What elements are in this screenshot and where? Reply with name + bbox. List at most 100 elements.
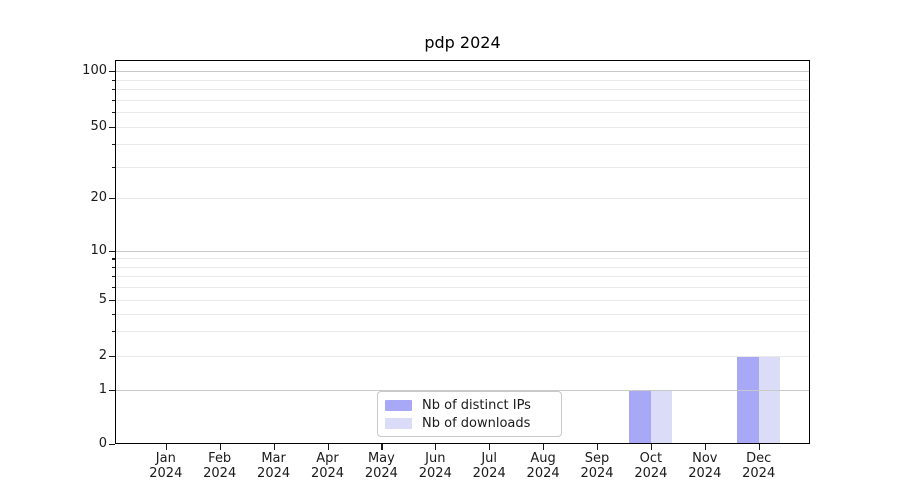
y-tick [109, 251, 115, 253]
legend-item: Nb of distinct IPs [385, 397, 553, 415]
legend: Nb of distinct IPs Nb of downloads [377, 391, 562, 437]
legend-label: Nb of distinct IPs [422, 398, 531, 414]
y-tick-label: 0 [98, 436, 107, 451]
y-tick-label: 100 [82, 63, 107, 78]
x-tick-label-month: Oct [639, 451, 663, 466]
y-tick-minor [111, 276, 115, 278]
y-tick-minor [111, 258, 115, 260]
legend-label: Nb of downloads [422, 415, 531, 431]
x-tick [381, 444, 383, 450]
x-tick-label-month: Nov [692, 451, 718, 466]
y-tick-label: 5 [98, 292, 107, 307]
y-gridline [115, 127, 810, 128]
x-tick-label-month: Apr [316, 451, 339, 466]
x-tick [165, 444, 167, 450]
x-tick-label-month: Aug [530, 451, 556, 466]
x-tick-label-year: 2024 [580, 465, 614, 481]
x-tick-label: Oct 2024 [619, 451, 683, 481]
bar-downloads [758, 355, 781, 444]
y-gridline [115, 71, 810, 73]
y-gridline [115, 251, 810, 253]
x-tick-label-month: Jan [155, 451, 176, 466]
x-tick-label: Aug 2024 [511, 451, 575, 481]
chart-title: pdp 2024 [424, 33, 501, 52]
x-tick-label-month: Jun [425, 451, 446, 466]
x-tick-label-month: Dec [746, 451, 772, 466]
x-tick-label: Mar 2024 [242, 451, 306, 481]
y-tick-label: 20 [90, 190, 107, 205]
y-gridline-minor [115, 313, 810, 315]
y-gridline-minor [115, 258, 810, 260]
y-gridline [115, 355, 810, 357]
x-tick-label: Dec 2024 [727, 451, 791, 481]
y-gridline-minor [115, 166, 810, 168]
x-tick-label-month: Jul [481, 451, 498, 466]
x-tick [435, 444, 437, 450]
y-tick-label: 50 [90, 119, 107, 134]
x-tick-label-year: 2024 [742, 465, 776, 481]
y-gridline-minor [115, 144, 810, 146]
x-tick-label-year: 2024 [688, 465, 722, 481]
legend-swatch-icon [385, 400, 412, 412]
x-tick-label-year: 2024 [472, 465, 506, 481]
y-tick-minor [111, 99, 115, 101]
x-tick-label-year: 2024 [203, 465, 237, 481]
y-tick [109, 300, 115, 302]
y-tick-label: 2 [98, 347, 107, 363]
y-tick [109, 198, 115, 200]
y-tick [109, 389, 115, 391]
y-gridline-minor [115, 266, 810, 268]
y-tick-minor [111, 266, 115, 268]
x-tick [650, 444, 653, 450]
x-tick-label-year: 2024 [526, 465, 560, 481]
x-tick-label-month: Sep [584, 451, 610, 466]
x-tick-label: Feb 2024 [188, 451, 252, 481]
x-tick [758, 444, 760, 450]
y-tick-label: 10 [90, 243, 107, 258]
bar-distinct-ips [629, 389, 651, 444]
y-tick-minor [111, 166, 115, 168]
x-tick-label-year: 2024 [310, 465, 345, 481]
x-tick [273, 444, 275, 450]
y-tick [109, 444, 115, 446]
y-gridline-minor [115, 276, 810, 278]
y-tick-label: 1 [98, 381, 107, 397]
x-tick-label-year: 2024 [257, 465, 291, 481]
y-tick [109, 355, 115, 357]
legend-swatch-icon [385, 417, 412, 429]
x-tick-label-month: May [367, 451, 395, 466]
x-tick-label: Sep 2024 [565, 451, 629, 481]
y-tick-minor [111, 313, 115, 315]
x-tick-label: Apr 2024 [296, 451, 360, 481]
y-gridline-minor [115, 287, 810, 289]
x-tick-label-month: Feb [208, 451, 232, 466]
y-tick-minor [111, 144, 115, 146]
y-tick [109, 71, 115, 73]
x-tick [219, 444, 221, 450]
x-tick [704, 444, 706, 450]
x-tick-label: May 2024 [349, 451, 413, 481]
x-tick-label-month: Mar [261, 451, 286, 466]
x-tick-label: Jan 2024 [134, 451, 198, 481]
y-gridline-minor [115, 89, 810, 91]
y-tick-minor [111, 79, 115, 81]
bar-distinct-ips [737, 355, 759, 444]
y-tick-minor [111, 89, 115, 91]
legend-item: Nb of downloads [385, 415, 553, 433]
y-gridline [115, 300, 810, 301]
y-tick-minor [111, 287, 115, 289]
y-tick-minor [111, 112, 115, 114]
bar-downloads [650, 389, 673, 444]
x-tick-label: Nov 2024 [673, 451, 737, 481]
y-gridline-minor [115, 79, 810, 81]
x-tick-label-year: 2024 [364, 465, 398, 481]
x-tick-label-year: 2024 [149, 465, 183, 481]
y-tick-minor [111, 330, 115, 333]
x-tick [543, 444, 545, 450]
y-tick [109, 127, 115, 129]
x-tick [489, 444, 491, 450]
y-gridline-minor [115, 112, 810, 114]
x-tick-label: Jun 2024 [403, 451, 467, 481]
y-gridline-minor [115, 330, 810, 332]
